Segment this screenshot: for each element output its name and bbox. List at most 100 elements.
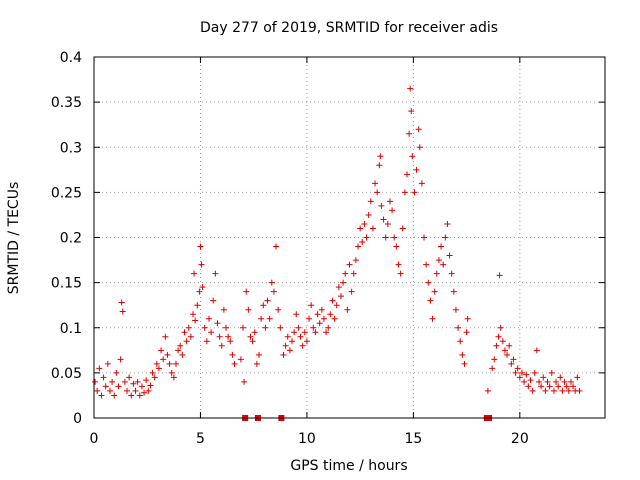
data-point xyxy=(425,279,432,286)
data-point xyxy=(92,378,99,385)
data-point xyxy=(205,315,212,322)
data-point xyxy=(337,293,344,300)
data-point xyxy=(187,333,194,340)
data-point xyxy=(518,369,525,376)
data-point xyxy=(162,333,169,340)
data-point xyxy=(533,347,540,354)
data-point xyxy=(218,342,225,349)
data-point xyxy=(495,333,502,340)
data-point xyxy=(216,333,223,340)
data-point xyxy=(361,220,368,227)
data-point xyxy=(166,360,173,367)
data-point xyxy=(268,279,275,286)
data-point xyxy=(203,338,210,345)
data-point xyxy=(389,207,396,214)
data-point xyxy=(196,288,203,295)
data-point xyxy=(109,378,116,385)
data-point xyxy=(136,392,143,399)
data-point xyxy=(175,347,182,354)
data-point xyxy=(369,225,376,232)
x-tick-label: 15 xyxy=(404,431,422,447)
data-point xyxy=(429,315,436,322)
data-point xyxy=(191,270,198,277)
x-tick-label: 20 xyxy=(511,431,529,447)
data-point xyxy=(301,329,308,336)
data-point xyxy=(260,302,267,309)
data-point xyxy=(504,351,511,358)
data-point xyxy=(416,144,423,151)
data-point xyxy=(253,360,260,367)
data-point xyxy=(132,387,139,394)
data-point xyxy=(314,311,321,318)
y-tick-label: 0 xyxy=(73,411,82,427)
data-point xyxy=(289,338,296,345)
y-tick-label: 0.05 xyxy=(51,366,82,382)
data-point xyxy=(295,324,302,331)
chart-title: Day 277 of 2019, SRMTID for receiver adi… xyxy=(200,20,498,36)
data-point xyxy=(563,383,570,390)
data-point xyxy=(484,387,491,394)
data-point xyxy=(340,279,347,286)
x-tick-label: 5 xyxy=(196,431,205,447)
x-tick-label: 0 xyxy=(90,431,99,447)
data-point xyxy=(245,306,252,313)
data-point xyxy=(155,365,162,372)
data-point xyxy=(118,299,125,306)
y-tick-label: 0.2 xyxy=(60,231,82,247)
data-point xyxy=(192,317,199,324)
data-point xyxy=(212,270,219,277)
data-point xyxy=(570,383,577,390)
axis-ticks xyxy=(93,56,605,419)
data-point xyxy=(240,324,247,331)
data-point xyxy=(100,374,107,381)
data-point xyxy=(96,365,103,372)
data-point xyxy=(194,302,201,309)
data-point xyxy=(229,351,236,358)
data-point xyxy=(418,180,425,187)
data-point xyxy=(104,360,111,367)
data-point xyxy=(355,243,362,250)
data-point xyxy=(181,329,188,336)
data-point xyxy=(363,234,370,241)
data-point xyxy=(225,333,232,340)
data-point xyxy=(565,387,572,394)
data-point xyxy=(147,382,154,389)
data-point xyxy=(177,342,184,349)
data-point xyxy=(399,225,406,232)
data-point xyxy=(438,243,445,250)
data-point xyxy=(529,387,536,394)
data-point xyxy=(220,306,227,313)
data-point xyxy=(446,252,453,259)
data-point xyxy=(158,347,165,354)
data-point xyxy=(506,342,513,349)
data-point xyxy=(214,320,221,327)
y-tick-label: 0.1 xyxy=(60,321,82,337)
data-point xyxy=(286,347,293,354)
data-point xyxy=(382,234,389,241)
data-point xyxy=(574,374,581,381)
data-point xyxy=(391,234,398,241)
data-point xyxy=(497,324,504,331)
data-point xyxy=(407,85,414,92)
data-point xyxy=(256,351,263,358)
data-point xyxy=(143,377,150,384)
data-point xyxy=(333,302,340,309)
data-points xyxy=(92,85,583,399)
data-point xyxy=(266,315,273,322)
data-point xyxy=(499,338,506,345)
data-point xyxy=(262,324,269,331)
data-point xyxy=(210,297,217,304)
data-point xyxy=(124,387,131,394)
data-point xyxy=(403,171,410,178)
data-point xyxy=(160,356,167,363)
data-point xyxy=(190,311,197,318)
data-point xyxy=(98,392,105,399)
data-point xyxy=(327,311,334,318)
data-point xyxy=(126,374,133,381)
data-point xyxy=(491,356,498,363)
data-point xyxy=(115,383,122,390)
data-point xyxy=(553,378,560,385)
data-point xyxy=(393,243,400,250)
data-point xyxy=(512,369,519,376)
